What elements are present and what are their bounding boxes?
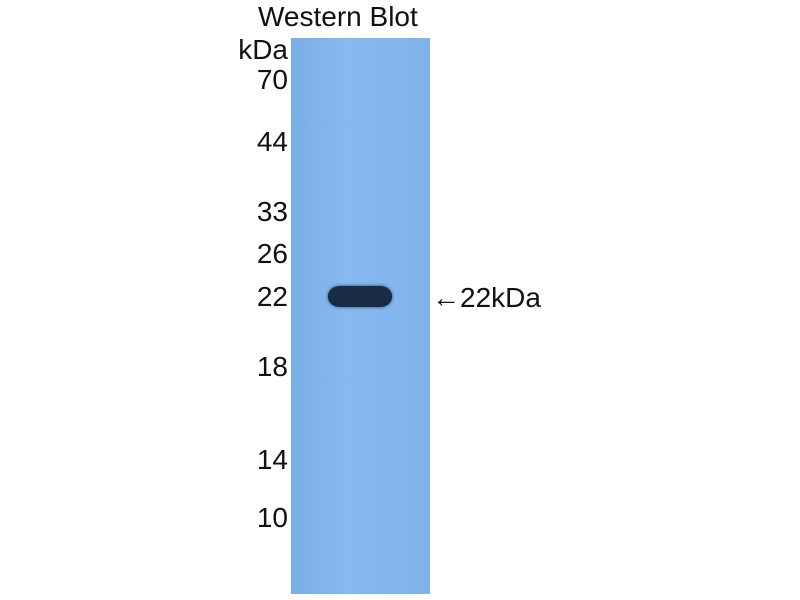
protein-band bbox=[328, 286, 392, 307]
marker-label: 70 bbox=[256, 64, 288, 95]
band-annotation: ←22kDa bbox=[432, 282, 541, 313]
marker-label: 18 bbox=[256, 351, 288, 382]
unit-label: kDa bbox=[238, 34, 288, 65]
figure-title: Western Blot bbox=[258, 1, 418, 32]
marker-label: 14 bbox=[256, 444, 288, 475]
marker-label: 22 bbox=[256, 281, 288, 312]
marker-label: 26 bbox=[256, 238, 288, 269]
marker-label: 44 bbox=[256, 126, 288, 157]
marker-label: 10 bbox=[256, 502, 288, 533]
blot-lane bbox=[291, 38, 430, 594]
marker-label: 33 bbox=[256, 196, 288, 227]
